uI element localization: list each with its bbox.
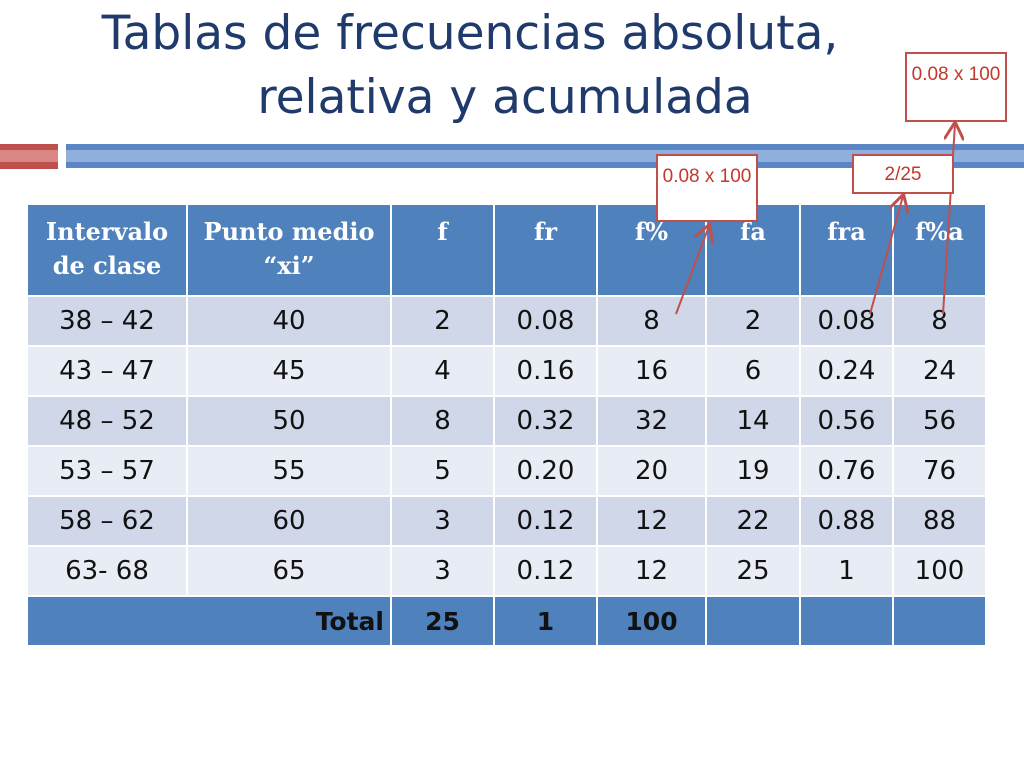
header-fr: fr (495, 205, 596, 295)
cell-fpa: 8 (894, 297, 985, 345)
cell-fp: 12 (598, 547, 705, 595)
title-line-1: Tablas de frecuencias absoluta, (101, 6, 839, 61)
cell-f: 4 (392, 347, 493, 395)
cell-fp: 20 (598, 447, 705, 495)
slide-title: Tablas de frecuencias absoluta, relativa… (0, 8, 940, 124)
cell-fra: 0.08 (801, 297, 892, 345)
title-line-2: relativa y acumulada (257, 70, 753, 125)
annotation-note-fra: 2/25 (852, 154, 954, 194)
cell-fa: 25 (707, 547, 799, 595)
cell-f: 3 (392, 497, 493, 545)
table-row: 38 – 42 40 2 0.08 8 2 0.08 8 (28, 297, 985, 345)
accent-bar-red-inner (0, 150, 58, 162)
cell-fr: 0.08 (495, 297, 596, 345)
cell-f: 8 (392, 397, 493, 445)
cell-fp: 12 (598, 497, 705, 545)
cell-f: 3 (392, 547, 493, 595)
cell-fpa: 88 (894, 497, 985, 545)
cell-intervalo: 38 – 42 (28, 297, 186, 345)
header-row: Intervalo de clase Punto medio “xi” f fr… (28, 205, 985, 295)
cell-fpa: 100 (894, 547, 985, 595)
table-row: 53 – 57 55 5 0.20 20 19 0.76 76 (28, 447, 985, 495)
total-fa-empty (707, 597, 799, 645)
annotation-note-fpa: 0.08 x 100 (905, 52, 1007, 122)
total-label: Total (28, 597, 390, 645)
cell-intervalo: 48 – 52 (28, 397, 186, 445)
cell-f: 2 (392, 297, 493, 345)
cell-intervalo: 63- 68 (28, 547, 186, 595)
cell-fp: 8 (598, 297, 705, 345)
cell-intervalo: 43 – 47 (28, 347, 186, 395)
annotation-note-fp: 0.08 x 100 (656, 154, 758, 222)
cell-fr: 0.12 (495, 547, 596, 595)
total-fra-empty (801, 597, 892, 645)
cell-intervalo: 53 – 57 (28, 447, 186, 495)
total-fpa-empty (894, 597, 985, 645)
table-row: 58 – 62 60 3 0.12 12 22 0.88 88 (28, 497, 985, 545)
cell-fa: 14 (707, 397, 799, 445)
cell-fra: 0.88 (801, 497, 892, 545)
cell-fra: 1 (801, 547, 892, 595)
accent-bar-blue-inner (66, 150, 1024, 162)
table-row: 63- 68 65 3 0.12 12 25 1 100 (28, 547, 985, 595)
total-fr: 1 (495, 597, 596, 645)
cell-fr: 0.12 (495, 497, 596, 545)
cell-intervalo: 58 – 62 (28, 497, 186, 545)
cell-fa: 2 (707, 297, 799, 345)
cell-fpa: 24 (894, 347, 985, 395)
cell-punto-medio: 55 (188, 447, 390, 495)
table-row: 43 – 47 45 4 0.16 16 6 0.24 24 (28, 347, 985, 395)
cell-fpa: 56 (894, 397, 985, 445)
cell-fr: 0.20 (495, 447, 596, 495)
total-row: Total 25 1 100 (28, 597, 985, 645)
cell-f: 5 (392, 447, 493, 495)
cell-fra: 0.24 (801, 347, 892, 395)
cell-punto-medio: 40 (188, 297, 390, 345)
header-fra: fra (801, 205, 892, 295)
annotation-note-fpa-text: 0.08 x 100 (911, 64, 1001, 85)
cell-fa: 19 (707, 447, 799, 495)
cell-fr: 0.16 (495, 347, 596, 395)
cell-fp: 16 (598, 347, 705, 395)
header-f: f (392, 205, 493, 295)
cell-fra: 0.56 (801, 397, 892, 445)
annotation-note-fp-text: 0.08 x 100 (662, 166, 752, 187)
header-punto-medio: Punto medio “xi” (188, 205, 390, 295)
cell-fa: 22 (707, 497, 799, 545)
cell-fra: 0.76 (801, 447, 892, 495)
cell-punto-medio: 50 (188, 397, 390, 445)
total-fp: 100 (598, 597, 705, 645)
cell-fp: 32 (598, 397, 705, 445)
frequency-table: Intervalo de clase Punto medio “xi” f fr… (26, 203, 987, 647)
annotation-note-fra-text: 2/25 (884, 164, 922, 185)
cell-punto-medio: 60 (188, 497, 390, 545)
header-fpa: f%a (894, 205, 985, 295)
cell-punto-medio: 45 (188, 347, 390, 395)
table-row: 48 – 52 50 8 0.32 32 14 0.56 56 (28, 397, 985, 445)
cell-fpa: 76 (894, 447, 985, 495)
cell-fa: 6 (707, 347, 799, 395)
total-f: 25 (392, 597, 493, 645)
header-intervalo: Intervalo de clase (28, 205, 186, 295)
cell-fr: 0.32 (495, 397, 596, 445)
cell-punto-medio: 65 (188, 547, 390, 595)
